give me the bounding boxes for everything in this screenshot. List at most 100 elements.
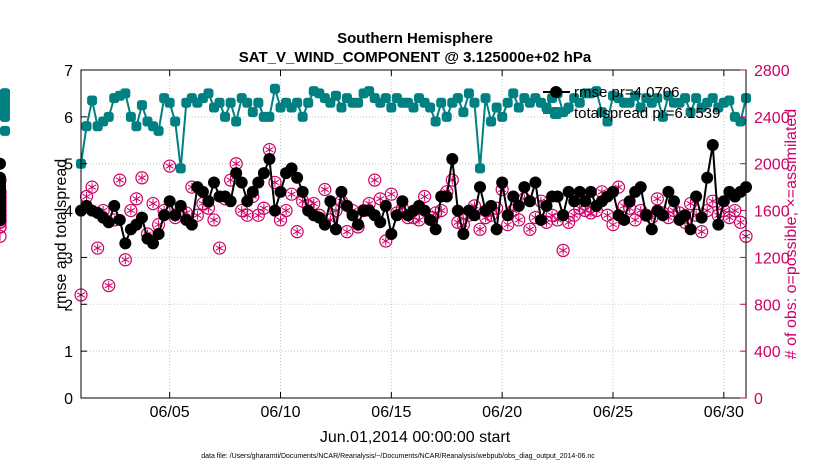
chart-subtitle: SAT_V_WIND_COMPONENT @ 3.125000e+02 hPa (239, 49, 592, 66)
y-right-tick-label: 0 (754, 391, 763, 408)
obs-point (91, 241, 105, 255)
x-tick-label: 06/20 (482, 404, 522, 421)
rmse-point (695, 211, 708, 224)
obs-point (556, 243, 570, 257)
rmse-series (0, 138, 752, 250)
rmse-point (208, 176, 220, 189)
rmse-point (385, 228, 398, 240)
x-tick-label: 06/15 (371, 404, 411, 421)
y-axis-right-label: # of obs: o=possible; ×=assimilated (783, 109, 800, 359)
rmse-point (579, 195, 592, 208)
spread-point (131, 121, 142, 132)
rmse-point (557, 209, 570, 222)
rmse-point (396, 195, 409, 208)
rmse-point (335, 185, 348, 198)
spread-point (0, 97, 10, 108)
spread-point (436, 97, 447, 108)
obs-point (129, 192, 144, 206)
obs-point (368, 173, 382, 187)
spread-point (264, 111, 275, 122)
rmse-point (135, 211, 148, 224)
rmse-point (429, 223, 442, 236)
rmse-point (0, 157, 6, 170)
spread-point (353, 97, 364, 108)
y-tick-label: 4 (64, 204, 73, 221)
obs-point (212, 241, 227, 255)
spread-point (87, 95, 98, 106)
spread-point (463, 88, 474, 99)
rmse-point (379, 199, 392, 212)
y-right-tick-label: 1600 (754, 204, 790, 221)
obs-point (628, 213, 642, 227)
spread-point (81, 121, 92, 132)
rmse-point (285, 162, 298, 175)
rmse-point (568, 195, 581, 208)
obs-point (417, 189, 432, 204)
rmse-point (662, 185, 675, 198)
spread-point (425, 102, 436, 113)
spread-point (475, 163, 485, 174)
spread-point (441, 111, 452, 122)
spread-point (380, 93, 391, 104)
spread-point (735, 116, 746, 127)
spread-point (635, 102, 646, 113)
spread-point (253, 97, 264, 108)
x-tick-label: 06/30 (704, 404, 744, 421)
rmse-point (656, 209, 669, 222)
spread-point (0, 125, 10, 136)
spread-point (247, 107, 258, 118)
rmse-point (224, 195, 237, 208)
obs-point (124, 203, 138, 218)
rmse-point (274, 185, 287, 198)
spread-point (486, 116, 497, 127)
rmse-point (0, 181, 6, 194)
rmse-point (263, 153, 276, 166)
spread-point (164, 97, 175, 108)
spread-point (469, 97, 480, 108)
rmse-point (329, 223, 342, 236)
rmse-point (246, 185, 259, 198)
rmse-point (257, 167, 270, 180)
spread-point (491, 102, 502, 113)
obs-point (512, 213, 526, 227)
spread-point (541, 102, 552, 113)
rmse-point (169, 209, 182, 222)
spread-point (430, 116, 441, 127)
obs-point (728, 203, 742, 218)
obs-point (733, 215, 748, 229)
spread-point (336, 102, 347, 113)
obs-point (190, 208, 204, 222)
obs-point (434, 203, 448, 218)
rmse-point (451, 204, 464, 217)
obs-point (523, 222, 537, 236)
rmse-point (584, 185, 597, 198)
obs-point (102, 278, 116, 293)
y-right-tick-label: 2000 (754, 157, 790, 174)
y-axis-right: 0 400 800 1200 1600 2000 2400 2800 (740, 63, 790, 408)
spread-point (292, 97, 303, 108)
rmse-point (496, 176, 509, 189)
spread-point (153, 125, 164, 136)
spread-point (591, 86, 602, 97)
rmse-point (701, 171, 714, 184)
rmse-point (640, 209, 653, 222)
obs-point (412, 213, 426, 227)
rmse-point (108, 199, 121, 212)
rmse-point (684, 223, 697, 236)
y-axis-left: 0 1 2 3 4 5 6 7 (64, 63, 87, 408)
rmse-point (634, 181, 647, 194)
rmse-point (540, 199, 553, 212)
plot-area (80, 69, 747, 399)
obs-point (384, 187, 398, 201)
spread-point (497, 111, 508, 122)
rmse-point (457, 228, 470, 240)
spread-point (502, 97, 513, 108)
rmse-point (706, 138, 719, 151)
spread-point (458, 107, 469, 118)
rmse-point (474, 181, 486, 194)
y-right-tick-label: 400 (754, 344, 781, 361)
y-right-tick-label: 1200 (754, 250, 790, 267)
x-tick-label: 06/10 (260, 404, 300, 421)
obs-point (113, 173, 127, 187)
